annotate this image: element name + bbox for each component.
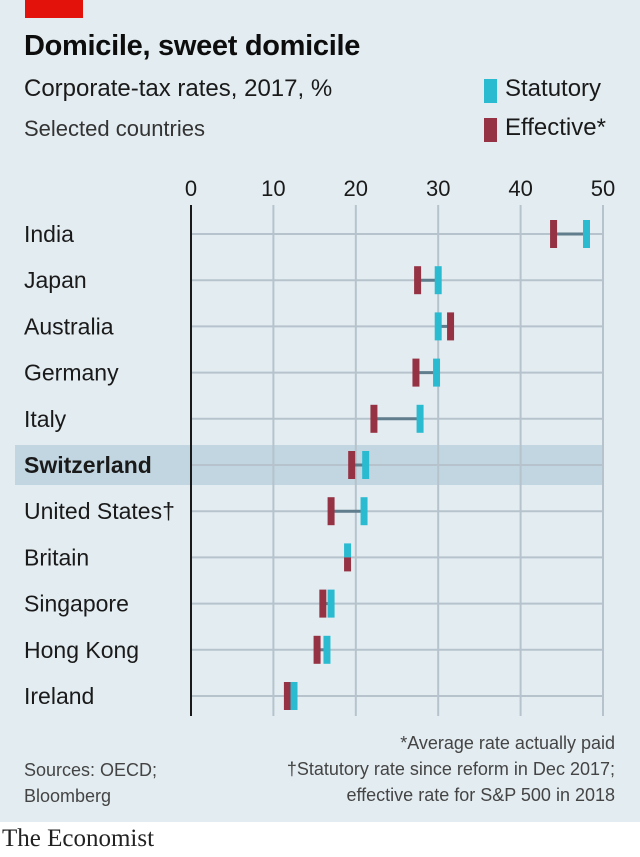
country-label: Japan <box>24 267 87 293</box>
effective-marker <box>344 557 352 572</box>
x-tick-label: 30 <box>426 176 450 201</box>
statutory-marker <box>583 220 591 248</box>
country-label: Ireland <box>24 683 94 709</box>
country-label: Australia <box>24 313 114 339</box>
sources-line-1: Sources: OECD; <box>24 760 158 780</box>
x-tick-label: 40 <box>508 176 532 201</box>
statutory-marker <box>434 266 442 295</box>
chart-title: Domicile, sweet domicile <box>24 30 361 62</box>
effective-marker <box>319 589 327 618</box>
legend-statutory-swatch <box>484 79 497 103</box>
statutory-marker <box>416 404 424 433</box>
chart-note: Selected countries <box>24 116 205 141</box>
sources-line-2: Bloomberg <box>24 786 112 806</box>
statutory-marker <box>433 358 441 387</box>
effective-marker <box>283 682 291 710</box>
effective-marker <box>348 451 356 479</box>
statutory-marker <box>344 543 352 558</box>
legend-effective-swatch <box>484 118 497 142</box>
legend-effective-label: Effective* <box>505 114 606 141</box>
footnotes: *Average rate actually paid †Statutory r… <box>287 730 615 808</box>
footnote-asterisk: *Average rate actually paid <box>400 733 615 753</box>
country-label: Singapore <box>24 591 129 617</box>
effective-marker <box>447 312 455 341</box>
sources-note: Sources: OECD; Bloomberg <box>24 757 157 809</box>
x-tick-label: 20 <box>344 176 368 201</box>
statutory-marker <box>290 682 298 710</box>
country-label: United States† <box>24 498 175 524</box>
legend-statutory-label: Statutory <box>505 75 602 102</box>
country-label: Germany <box>24 360 119 386</box>
country-label: Italy <box>24 406 67 432</box>
statutory-marker <box>362 451 370 479</box>
country-label: India <box>24 221 74 247</box>
effective-marker <box>550 220 558 248</box>
footnote-dagger-2: effective rate for S&P 500 in 2018 <box>346 785 615 805</box>
economist-logo: The Economist <box>2 825 155 852</box>
country-label: Switzerland <box>24 452 152 478</box>
effective-marker <box>414 266 422 295</box>
chart-panel <box>0 0 640 822</box>
effective-marker <box>313 635 321 664</box>
footnote-dagger-1: †Statutory rate since reform in Dec 2017… <box>286 759 615 779</box>
chart-subtitle: Corporate-tax rates, 2017, % <box>24 75 333 102</box>
statutory-marker <box>327 589 335 618</box>
x-tick-label: 0 <box>185 176 197 201</box>
dumbbell-chart: 0 10 20 30 40 50 India Japan Australia Germany Ita… <box>15 176 615 716</box>
effective-marker <box>327 497 335 526</box>
x-tick-label: 10 <box>261 176 285 201</box>
statutory-marker <box>323 635 331 664</box>
statutory-marker <box>360 497 368 526</box>
x-tick-label: 50 <box>591 176 615 201</box>
country-label: Britain <box>24 544 89 570</box>
statutory-marker <box>434 312 442 341</box>
brand-red-tag <box>25 0 83 18</box>
effective-marker <box>412 358 420 387</box>
effective-marker <box>370 404 378 433</box>
country-label: Hong Kong <box>24 637 139 663</box>
